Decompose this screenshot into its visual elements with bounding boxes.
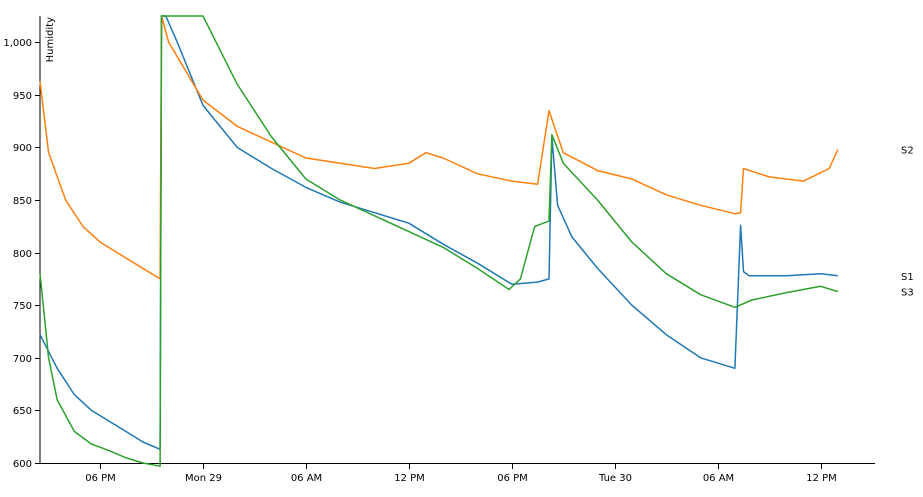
- x-tick-label: Tue 30: [598, 473, 632, 484]
- x-tick-label: 06 AM: [703, 473, 734, 484]
- x-tick-label: Mon 29: [185, 473, 222, 484]
- x-tick-label: 06 PM: [85, 473, 116, 484]
- series-label-s1: S1: [901, 272, 914, 283]
- y-tick-label: 600: [13, 459, 32, 470]
- y-tick-label: 950: [13, 91, 32, 102]
- series-label-s2: S2: [901, 146, 914, 157]
- x-tick-label: 06 AM: [291, 473, 322, 484]
- series-labels: S2 S1 S3: [901, 146, 914, 299]
- x-tick-label: 06 PM: [497, 473, 528, 484]
- y-tick-label: 850: [13, 196, 32, 207]
- y-axis: 600 650 700 750 800 850 900 950 1,000: [3, 16, 41, 470]
- x-axis: 06 PM Mon 29 06 AM 12 PM 06 PM Tue 30 06 AM 12 …: [40, 463, 875, 484]
- y-tick-label: 750: [13, 301, 32, 312]
- y-tick-label: 800: [13, 249, 32, 260]
- series-line-s1: [39, 15, 838, 451]
- x-tick-label: 12 PM: [394, 473, 425, 484]
- y-tick-label: 650: [13, 406, 32, 417]
- y-tick-label: 900: [13, 143, 32, 154]
- series-layer: [39, 15, 839, 467]
- x-tick-label: 12 PM: [806, 473, 837, 484]
- series-line-s2: [39, 15, 839, 280]
- y-tick-label: 700: [13, 354, 32, 365]
- y-tick-label: 1,000: [3, 38, 32, 49]
- series-label-s3: S3: [901, 288, 914, 299]
- series-line-s3: [39, 15, 839, 467]
- y-axis-title: Humidity: [45, 17, 56, 62]
